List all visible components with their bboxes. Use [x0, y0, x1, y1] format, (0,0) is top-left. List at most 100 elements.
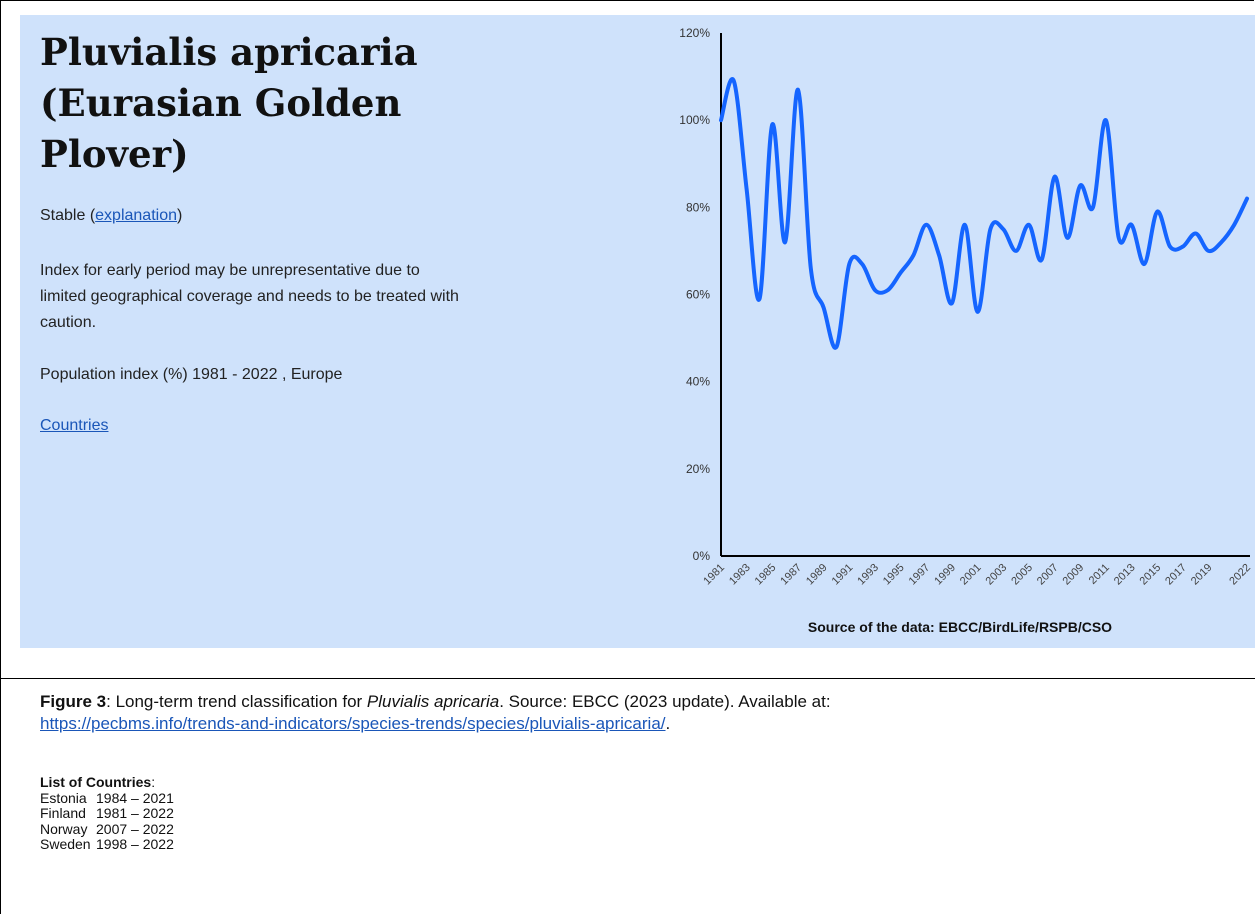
data-point — [1053, 175, 1057, 179]
x-tick-label: 2001 — [958, 562, 984, 588]
data-point — [937, 253, 941, 257]
caption-end: . — [665, 714, 671, 733]
x-tick-label: 2022 — [1227, 562, 1253, 588]
countries-list-colon: : — [151, 774, 156, 790]
y-tick-label: 80% — [686, 200, 710, 214]
country-period: 1998 – 2022 — [96, 836, 174, 852]
y-tick-label: 60% — [686, 288, 710, 302]
data-point — [886, 288, 890, 292]
country-period: 1984 – 2021 — [96, 789, 174, 806]
data-point — [924, 223, 928, 227]
caption-text-2: . Source: EBCC (2023 update). Available … — [499, 692, 831, 711]
x-tick-label: 1995 — [881, 562, 907, 588]
series-line — [719, 76, 1249, 350]
y-tick-label: 20% — [686, 462, 710, 476]
data-point — [950, 301, 954, 305]
data-point — [1142, 262, 1146, 266]
species-panel — [20, 15, 1255, 648]
countries-link-wrap: Countries — [40, 417, 108, 435]
population-index-chart: 0%20%40%60%80%100%120% 1981 1983 1985 1987 1… — [679, 26, 1253, 635]
y-tick-label: 120% — [679, 26, 710, 40]
countries-link[interactable]: Countries — [40, 417, 109, 434]
caption-species: Pluvialis apricaria — [366, 692, 500, 711]
x-tick-label: 2009 — [1061, 562, 1087, 588]
data-point — [796, 88, 800, 92]
data-point — [911, 253, 915, 257]
y-tick-label: 40% — [686, 375, 710, 389]
table-divider — [0, 678, 1255, 679]
x-tick-label: 1993 — [855, 562, 881, 588]
data-point — [976, 310, 980, 314]
trend-status: Stable (explanation) — [40, 207, 182, 225]
status-prefix: Stable ( — [40, 207, 96, 224]
data-point — [835, 345, 838, 349]
x-tick-label: 2005 — [1009, 562, 1035, 588]
x-tick-label: 1997 — [907, 562, 933, 588]
x-tick-label: 1991 — [830, 562, 856, 588]
caption-text-1: : Long-term trend classification for — [106, 692, 367, 711]
data-point — [873, 288, 877, 292]
figure-label: Figure 3 — [40, 692, 107, 711]
species-title: Pluvialis apricaria (Eurasian Golden Plo… — [40, 30, 418, 176]
data-point — [719, 118, 723, 122]
source-url-link[interactable]: https://pecbms.info/trends-and-indicator… — [40, 714, 666, 733]
x-tick-label: 2015 — [1138, 562, 1164, 588]
y-tick-label: 0% — [693, 549, 711, 563]
x-tick-label: 1983 — [727, 562, 753, 588]
x-tick-label: 1999 — [932, 562, 958, 588]
data-point — [1040, 258, 1044, 262]
caution-note: Index for early period may be unrepresen… — [40, 262, 459, 331]
data-point — [758, 297, 761, 301]
countries-list: List of Countries: Estonia 1984 – 2021 Fi… — [40, 774, 174, 853]
data-point — [963, 223, 967, 227]
explanation-link[interactable]: explanation — [95, 207, 177, 224]
data-point — [1065, 236, 1069, 240]
data-point — [809, 266, 813, 270]
x-tick-label: 2011 — [1087, 562, 1112, 587]
data-point — [1027, 223, 1031, 227]
x-tick-label: 1987 — [778, 562, 804, 588]
x-tick-label: 1985 — [753, 562, 779, 588]
x-tick-label: 2017 — [1163, 562, 1189, 588]
data-point — [899, 271, 903, 275]
country-period: 1981 – 2022 — [96, 805, 174, 821]
x-tick-label: 2019 — [1189, 562, 1215, 588]
data-point — [745, 188, 749, 192]
figure-caption: Figure 3: Long-term trend classification… — [40, 691, 1230, 735]
countries-list-title: List of Countries — [40, 774, 152, 790]
y-tick-label: 100% — [679, 113, 710, 127]
data-point — [1155, 210, 1159, 214]
x-tick-label: 1981 — [701, 562, 727, 588]
data-point — [1117, 236, 1121, 240]
country-period: 2007 – 2022 — [96, 820, 174, 837]
country-row: Norway 2007 – 2022 — [40, 820, 174, 838]
data-point — [732, 79, 736, 83]
data-point — [860, 262, 864, 266]
country-name: Sweden — [40, 836, 91, 852]
x-tick-label: 2007 — [1035, 562, 1061, 588]
status-suffix: ) — [176, 207, 183, 224]
data-point — [1194, 232, 1198, 235]
data-point — [1014, 249, 1018, 253]
data-point — [1245, 197, 1249, 201]
data-point — [1232, 223, 1236, 227]
data-point — [1219, 240, 1223, 244]
data-point — [1207, 249, 1210, 253]
x-tick-label: 2003 — [984, 562, 1010, 588]
population-index-label: Population index (%) 1981 - 2022 , Europ… — [40, 366, 343, 383]
country-row: Sweden 1998 – 2022 — [40, 836, 174, 853]
data-point — [1130, 223, 1133, 227]
data-point — [1168, 245, 1172, 249]
data-point — [1181, 245, 1185, 249]
country-row: Finland 1981 – 2022 — [40, 805, 174, 822]
country-name: Estonia — [40, 789, 87, 806]
chart-source: Source of the data: EBCC/BirdLife/RSPB/C… — [808, 619, 1112, 635]
data-point — [1078, 184, 1082, 187]
data-point — [988, 227, 992, 231]
data-point — [847, 262, 851, 266]
country-row: Estonia 1984 – 2021 — [40, 789, 174, 807]
country-name: Norway — [40, 820, 88, 837]
x-tick-label: 1989 — [804, 562, 830, 588]
x-tick-label: 2013 — [1112, 562, 1138, 588]
